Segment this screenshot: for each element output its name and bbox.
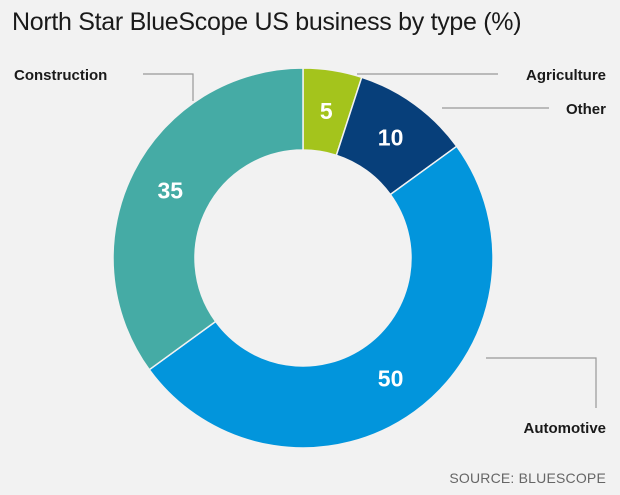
slice-label-agriculture: Agriculture <box>526 67 606 84</box>
leader-line-automotive <box>486 357 597 408</box>
slice-values-layer: 5 10 50 35 <box>157 98 403 392</box>
slice-value-automotive: 50 <box>378 366 404 392</box>
slices-layer <box>112 67 494 449</box>
slice-construction <box>112 67 304 371</box>
leader-lines-layer <box>143 73 597 408</box>
slice-value-other: 10 <box>378 124 404 150</box>
leader-line-construction <box>143 73 194 101</box>
slice-automotive <box>148 145 494 449</box>
slice-value-agriculture: 5 <box>320 98 333 124</box>
slice-labels-layer: Agriculture Other Automotive Construction <box>14 67 606 437</box>
source-note: SOURCE: BLUESCOPE <box>449 470 606 486</box>
slice-value-construction: 35 <box>157 177 183 203</box>
slice-label-automotive: Automotive <box>524 420 607 437</box>
chart-title: North Star BlueScope US business by type… <box>12 8 522 36</box>
slice-label-other: Other <box>566 101 606 118</box>
slice-label-construction: Construction <box>14 67 107 84</box>
